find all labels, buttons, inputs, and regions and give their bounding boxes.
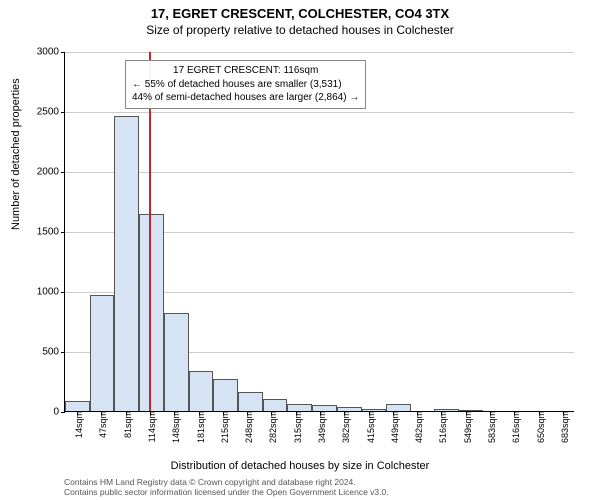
x-tick-mark	[490, 411, 491, 415]
histogram-bar	[287, 404, 312, 411]
histogram-bar	[434, 409, 459, 411]
histogram-bar	[362, 409, 387, 411]
x-tick-label: 47sqm	[94, 411, 108, 438]
chart-container: 17, EGRET CRESCENT, COLCHESTER, CO4 3TX …	[0, 0, 600, 500]
attribution: Contains HM Land Registry data © Crown c…	[64, 477, 590, 498]
histogram-bar	[164, 313, 189, 411]
chart-title: 17, EGRET CRESCENT, COLCHESTER, CO4 3TX	[0, 0, 600, 21]
x-tick-label: 683sqm	[556, 411, 570, 443]
x-tick-label: 650sqm	[532, 411, 546, 443]
attribution-line2: Contains public sector information licen…	[64, 487, 590, 498]
histogram-bar	[459, 410, 484, 411]
histogram-bar	[114, 116, 139, 411]
x-tick-mark	[223, 411, 224, 415]
x-tick-label: 181sqm	[192, 411, 206, 443]
histogram-bar	[139, 214, 164, 411]
x-tick-label: 114sqm	[143, 411, 157, 442]
x-tick-label: 315sqm	[289, 411, 303, 443]
plot-area: 050010001500200025003000 14sqm47sqm81sqm…	[64, 52, 574, 412]
x-tick-mark	[77, 411, 78, 415]
x-tick-mark	[344, 411, 345, 415]
histogram-bar	[312, 405, 337, 411]
x-tick-label: 482sqm	[410, 411, 424, 443]
annotation-line1: 17 EGRET CRESCENT: 116sqm	[132, 64, 359, 78]
y-tick-mark	[61, 412, 65, 413]
x-tick-mark	[441, 411, 442, 415]
x-tick-mark	[466, 411, 467, 415]
histogram-bar	[337, 407, 362, 411]
x-tick-label: 549sqm	[459, 411, 473, 443]
x-tick-label: 616sqm	[507, 411, 521, 443]
x-tick-mark	[539, 411, 540, 415]
x-tick-label: 349sqm	[313, 411, 327, 443]
x-tick-label: 248sqm	[240, 411, 254, 443]
x-tick-mark	[563, 411, 564, 415]
annotation-box: 17 EGRET CRESCENT: 116sqm ← 55% of detac…	[125, 60, 366, 109]
x-tick-mark	[101, 411, 102, 415]
x-tick-label: 282sqm	[264, 411, 278, 443]
x-tick-label: 415sqm	[362, 411, 376, 443]
histogram-bar	[90, 295, 115, 411]
x-tick-label: 382sqm	[337, 411, 351, 443]
histogram-bar	[65, 401, 90, 411]
x-tick-label: 148sqm	[167, 411, 181, 443]
attribution-line1: Contains HM Land Registry data © Crown c…	[64, 477, 590, 488]
annotation-line2: ← 55% of detached houses are smaller (3,…	[132, 78, 359, 92]
y-axis-label: Number of detached properties	[10, 78, 22, 230]
chart-subtitle: Size of property relative to detached ho…	[0, 21, 600, 37]
histogram-bar	[238, 392, 263, 411]
histogram-bar	[213, 379, 238, 411]
histogram-bar	[386, 404, 411, 411]
histogram-bar	[263, 399, 288, 411]
x-tick-mark	[199, 411, 200, 415]
x-tick-mark	[126, 411, 127, 415]
x-tick-mark	[320, 411, 321, 415]
x-tick-label: 583sqm	[483, 411, 497, 443]
histogram-bar	[189, 371, 214, 411]
x-tick-mark	[393, 411, 394, 415]
x-tick-mark	[296, 411, 297, 415]
x-tick-mark	[417, 411, 418, 415]
x-tick-mark	[271, 411, 272, 415]
x-axis-label: Distribution of detached houses by size …	[0, 460, 600, 472]
x-tick-mark	[247, 411, 248, 415]
x-tick-mark	[514, 411, 515, 415]
x-tick-label: 14sqm	[70, 411, 84, 438]
x-tick-mark	[369, 411, 370, 415]
x-tick-mark	[174, 411, 175, 415]
annotation-line3: 44% of semi-detached houses are larger (…	[132, 91, 359, 105]
x-tick-label: 215sqm	[216, 411, 230, 443]
x-tick-label: 516sqm	[434, 411, 448, 443]
x-tick-label: 449sqm	[386, 411, 400, 443]
x-tick-mark	[150, 411, 151, 415]
x-tick-label: 81sqm	[119, 411, 133, 438]
